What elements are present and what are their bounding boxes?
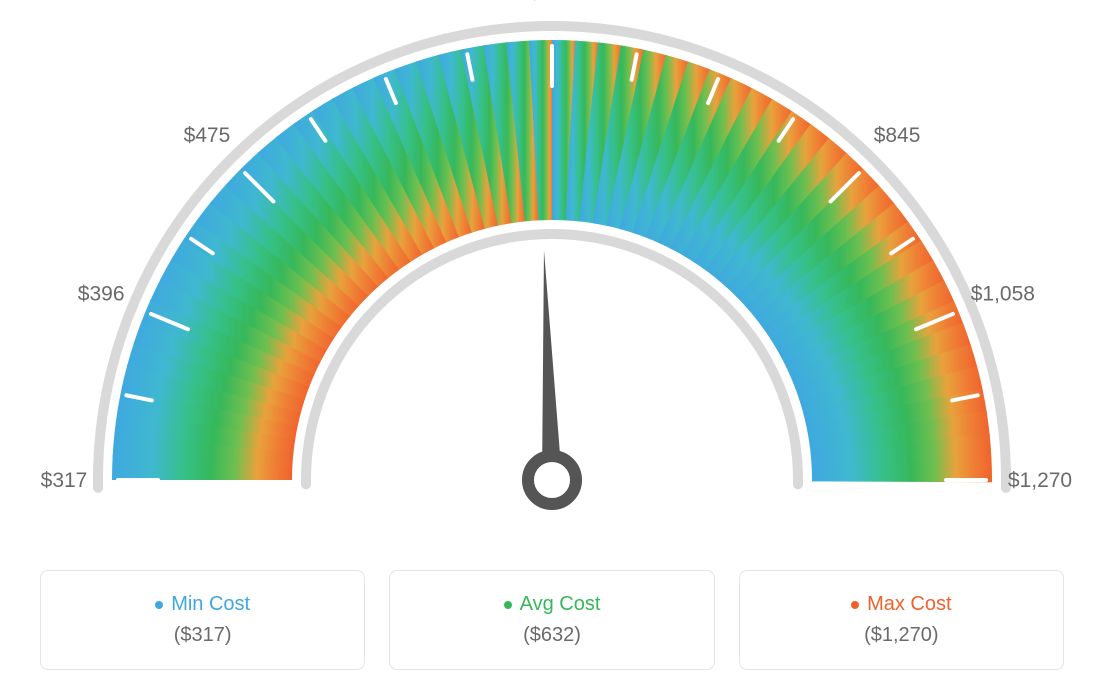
legend-avg-value: ($632): [523, 624, 581, 647]
legend-card-max: Max Cost ($1,270): [739, 570, 1064, 670]
legend-card-min: Min Cost ($317): [40, 570, 365, 670]
gauge-tick-label: $317: [41, 469, 88, 492]
legend-min-value: ($317): [174, 624, 232, 647]
gauge-tick-label: $396: [78, 282, 125, 305]
gauge-svg: $317 $396 $475 $632 $845 $1,058 $1,270: [0, 0, 1104, 560]
gauge-chart-container: $317 $396 $475 $632 $845 $1,058 $1,270 Min Cos…: [0, 0, 1104, 690]
legend-max-value: ($1,270): [864, 624, 939, 647]
legend-max-label: Max Cost: [851, 593, 951, 616]
gauge-tick-label: $845: [874, 124, 921, 147]
legend-avg-label: Avg Cost: [504, 593, 601, 616]
gauge-area: $317 $396 $475 $632 $845 $1,058 $1,270: [0, 0, 1104, 560]
gauge-needle: [542, 250, 562, 480]
gauge-needle-hub: [528, 456, 576, 504]
gauge-tick-label: $1,058: [971, 282, 1035, 305]
gauge-tick-label: $1,270: [1008, 469, 1072, 492]
gauge-tick-label: $475: [184, 124, 231, 147]
gauge-tick-label: $632: [529, 0, 576, 4]
legend-row: Min Cost ($317) Avg Cost ($632) Max Cost…: [40, 570, 1064, 670]
legend-card-avg: Avg Cost ($632): [389, 570, 714, 670]
legend-min-label: Min Cost: [155, 593, 250, 616]
